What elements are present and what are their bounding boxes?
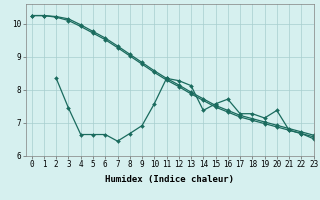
X-axis label: Humidex (Indice chaleur): Humidex (Indice chaleur) (105, 175, 234, 184)
